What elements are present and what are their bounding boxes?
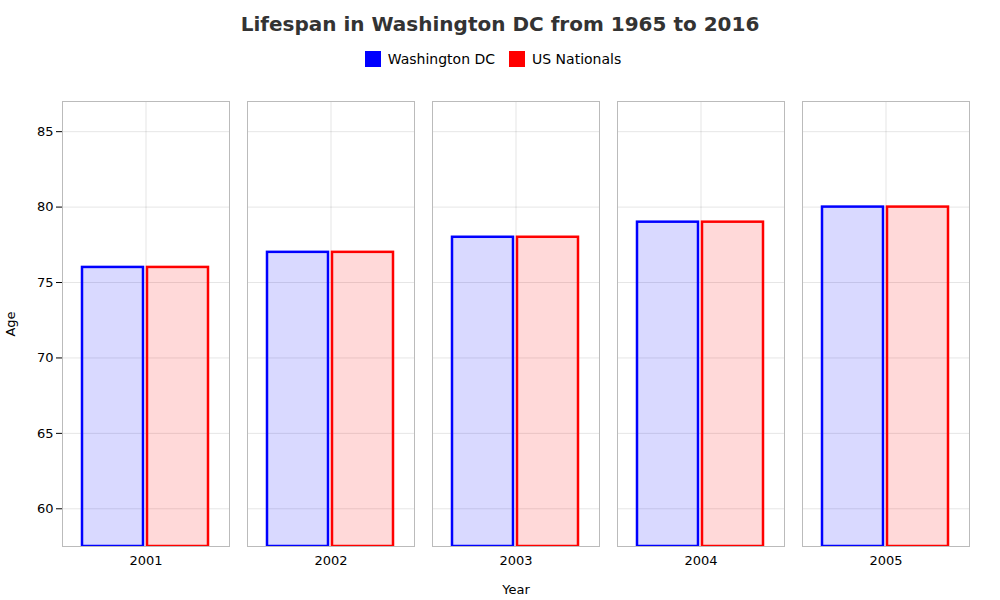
svg-text:2003: 2003 <box>499 553 532 568</box>
svg-text:80: 80 <box>37 199 54 214</box>
html-text:US Nationals: US Nationals <box>532 50 622 67</box>
svg-text:2002: 2002 <box>314 553 347 568</box>
svg-text:75: 75 <box>37 275 54 290</box>
svg-text:60: 60 <box>37 501 54 516</box>
svg-text:Age: Age <box>3 311 18 336</box>
svg-text:Year: Year <box>501 582 530 597</box>
html-text:Washington DC: Washington DC <box>387 50 495 67</box>
svg-text:65: 65 <box>37 426 54 441</box>
svg-text:2001: 2001 <box>129 553 162 568</box>
svg-text:70: 70 <box>37 350 54 365</box>
svg-text:2005: 2005 <box>869 553 902 568</box>
svg-text:2004: 2004 <box>684 553 717 568</box>
svg-text:85: 85 <box>37 124 54 139</box>
html-text:Lifespan in Washington DC from: Lifespan in Washington DC from 1965 to 2… <box>240 12 760 36</box>
